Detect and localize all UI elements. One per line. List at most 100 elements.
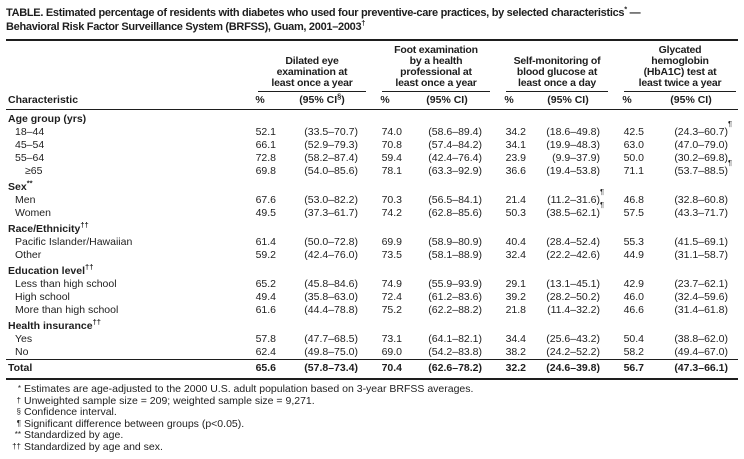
ci-header: (95% CI) <box>644 92 739 110</box>
ci-value: (50.0–72.8) <box>304 236 358 248</box>
ci-value: (24.2–52.2) <box>546 346 601 358</box>
section-row: Sex** <box>6 178 738 194</box>
table-row: Pacific Islander/Hawaiian 61.4 (50.0–72.8)… <box>6 236 738 249</box>
footnote-text: Confidence interval. <box>24 406 117 418</box>
percent-value: 65.2 <box>255 278 276 290</box>
percent-value: 72.4 <box>381 291 402 303</box>
percent-value: 49.4 <box>255 291 276 303</box>
percent-value: 65.6 <box>244 359 276 380</box>
section-label: Sex** <box>8 178 33 193</box>
percent-value: 42.5 <box>623 126 645 138</box>
percent-value: 67.6 <box>255 194 276 206</box>
row-label: Pacific Islander/Hawaiian <box>15 236 133 248</box>
ci-value: (55.9–93.9) <box>428 278 483 290</box>
ci-value: (35.8–63.0) <box>304 291 358 303</box>
ci-value: (32.8–60.8) <box>674 194 729 206</box>
ci-value: (56.5–84.1) <box>428 194 483 206</box>
percent-value: 21.4 <box>505 194 527 206</box>
ci-value: (38.8–62.0) <box>674 333 729 345</box>
column-group-title: Glycated hemoglobin (HbA1C) test at leas… <box>624 41 737 92</box>
percent-value: 70.8 <box>381 139 402 151</box>
ci-value: (18.6–49.8) <box>546 126 601 138</box>
section-label: Education level†† <box>8 262 94 277</box>
table-body: Age group (yrs) 18–44 52.1 (33.5–70.7) 74.0 (… <box>6 110 739 380</box>
footnote-text: Standardized by age. <box>24 429 124 441</box>
ci-header: (95% CI§) <box>276 92 368 110</box>
ci-value: (41.5–69.1) <box>674 236 729 248</box>
percent-value: 34.2 <box>505 126 527 138</box>
ci-value: (62.8–85.6) <box>428 207 483 219</box>
ci-value: (58.1–88.9) <box>428 249 483 261</box>
footnote-marker: †† <box>12 441 21 451</box>
column-group-dilated-eye-exam: Dilated eye examination at least once a … <box>244 40 368 92</box>
ci-header: (95% CI) <box>402 92 493 110</box>
ci-value: (53.7–88.5) ¶ <box>674 158 733 177</box>
row-label: No <box>15 346 29 358</box>
column-group-title: Dilated eye examination at least once a … <box>258 52 366 92</box>
section-label: Health insurance†† <box>8 317 101 332</box>
ci-value: (19.4–53.8) <box>546 165 601 177</box>
ci-value: (42.4–76.0) <box>304 249 358 261</box>
footnote-text: Standardized by age and sex. <box>24 440 163 453</box>
ci-value: (64.1–82.1) <box>428 333 483 345</box>
footnote-text: Significant difference between groups (p… <box>24 417 245 430</box>
percent-value: 21.8 <box>505 304 527 316</box>
section-label: Race/Ethnicity†† <box>8 220 89 235</box>
ci-value: (49.8–75.0) <box>304 346 358 358</box>
percent-value: 46.0 <box>623 291 645 303</box>
percent-value: 58.2 <box>623 346 645 358</box>
percent-value: 69.0 <box>381 346 402 358</box>
ci-value: (62.2–88.2) <box>428 304 483 316</box>
ci-value: (47.3–66.1) <box>644 359 739 380</box>
row-label: 18–44 <box>15 126 45 138</box>
ci-value: (32.4–59.6) <box>674 291 729 303</box>
ci-footnote-marker: § <box>337 91 342 101</box>
table-row: Less than high school 65.2 (45.8–84.6) 74.9… <box>6 278 738 291</box>
column-group-row: Characteristic Dilated eye examination a… <box>6 40 738 110</box>
section-row: Race/Ethnicity†† <box>6 220 738 236</box>
total-row: Total 65.6 (57.8–73.4) 70.4 (62.6–78.2) 32.2(… <box>6 359 739 380</box>
percent-value: 63.0 <box>623 139 645 151</box>
row-label: Men <box>15 194 36 206</box>
ci-value: (61.2–83.6) <box>428 291 483 303</box>
percent-value: 57.5 <box>623 207 645 219</box>
table-row: High school 49.4 (35.8–63.0) 72.4 (61.2–83.6… <box>6 291 738 304</box>
table-row: Men 67.6 (53.0–82.2) 70.3 (56.5–84.1) 21.4 (11… <box>6 188 738 207</box>
table-row: No 62.4 (49.8–75.0) 69.0 (54.2–83.8) 38.2 (24.… <box>6 346 738 360</box>
percent-value: 32.2 <box>492 359 527 380</box>
ci-value: (23.7–62.1) <box>674 278 729 290</box>
percent-value: 78.1 <box>381 165 402 177</box>
ci-value: (30.2–69.8) <box>674 152 729 164</box>
percent-value: 39.2 <box>505 291 527 303</box>
table-row: ≥65 69.8 (54.0–85.6) 78.1 (63.3–92.9) 36.6 (19… <box>6 158 738 178</box>
ci-value: (33.5–70.7) <box>304 126 358 138</box>
column-group-hba1c: Glycated hemoglobin (HbA1C) test at leas… <box>610 40 738 92</box>
percent-value: 50.3 <box>505 207 527 219</box>
table-title-line2: Behavioral Risk Factor Surveillance Syst… <box>6 19 738 34</box>
ci-value: (47.0–79.0) <box>674 139 729 151</box>
percent-header: % <box>492 92 527 110</box>
percent-value: 46.8 <box>623 194 645 206</box>
percent-value: 62.4 <box>255 346 276 358</box>
percent-header: % <box>368 92 402 110</box>
footnote-marker: ** <box>14 430 21 439</box>
characteristic-column-header: Characteristic <box>6 40 244 110</box>
percent-value: 34.4 <box>505 333 527 345</box>
ci-value: (24.3–60.7) ¶ <box>674 119 733 138</box>
title-footnote-marker-asterisk: * <box>624 4 627 14</box>
percent-value: 36.6 <box>505 165 527 177</box>
percent-value: 59.2 <box>255 249 276 261</box>
ci-value: (54.2–83.8) <box>428 346 483 358</box>
footnote: ¶ Significant difference between groups (… <box>6 417 738 431</box>
row-label: High school <box>15 291 70 303</box>
percent-header: % <box>610 92 645 110</box>
ci-value: (45.8–84.6) <box>304 278 358 290</box>
footnote-marker: § <box>16 407 21 416</box>
ci-value: (58.2–87.4) <box>304 152 358 164</box>
percent-value: 70.4 <box>368 359 402 380</box>
footnote: § Confidence interval. <box>6 406 738 419</box>
percent-value: 70.3 <box>381 194 402 206</box>
ci-value: (13.1–45.1) <box>546 278 601 290</box>
section-row: Education level†† <box>6 262 738 278</box>
